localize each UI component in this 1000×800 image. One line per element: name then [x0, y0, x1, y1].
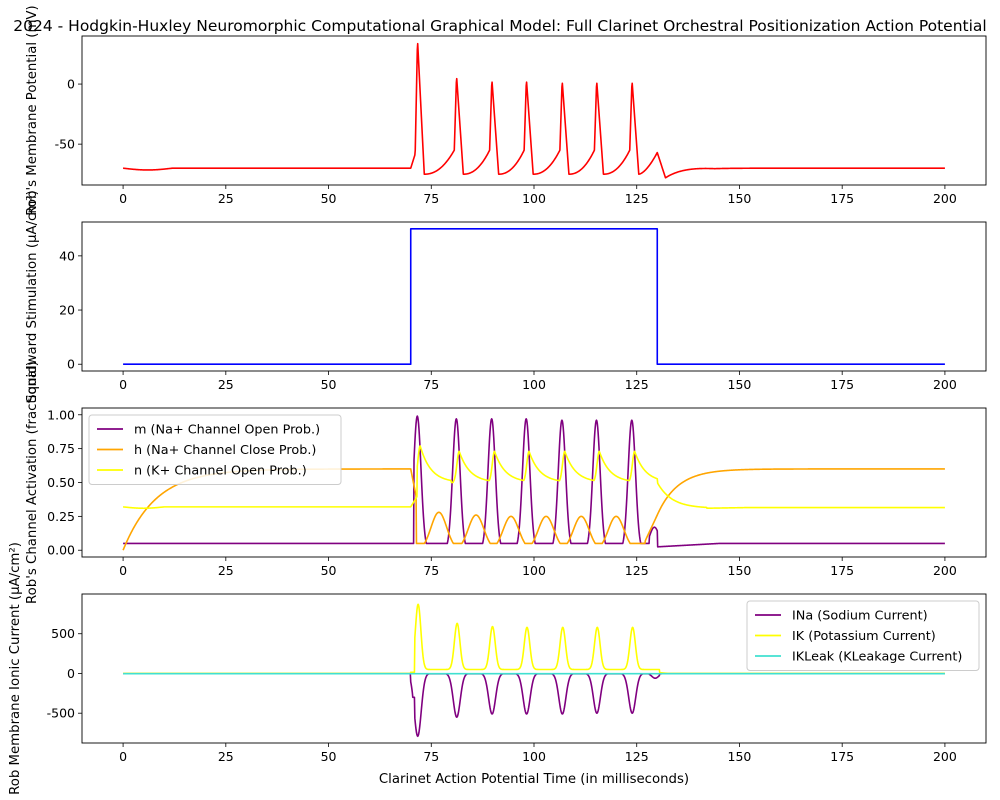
x-tick-label: 150	[728, 377, 752, 392]
plot-area	[122, 42, 946, 179]
x-tick-label: 100	[522, 191, 546, 206]
panel-2: 0 25 50 75 100 125 150 175 200 0 20 40 Squidward Sti…	[25, 190, 987, 403]
x-tick-label: 175	[830, 191, 854, 206]
x-tick-label: 0	[119, 191, 127, 206]
legend-entry: INa (Sodium Current)	[792, 609, 928, 624]
x-tick-label: 175	[830, 749, 854, 764]
x-tick-label: 175	[830, 563, 854, 578]
axes-frame	[81, 407, 987, 558]
y-axis-label: Rob's Membrane Potential (mV)	[25, 5, 40, 215]
x-tick-label: 150	[728, 191, 752, 206]
y-tick-label: 0	[67, 666, 75, 681]
legend-entry: m (Na+ Channel Open Prob.)	[134, 423, 320, 438]
x-tick-label: 75	[423, 191, 439, 206]
x-tick-label: 100	[522, 377, 546, 392]
x-tick-label: 75	[423, 749, 439, 764]
x-tick-label: 25	[218, 377, 234, 392]
legend-box	[88, 414, 342, 485]
y-tick-label: 500	[51, 626, 75, 641]
legend-entry: IK (Potassium Current)	[792, 629, 936, 644]
x-tick-label: 200	[933, 377, 957, 392]
x-tick-label: 75	[423, 563, 439, 578]
y-tick-label: -500	[47, 706, 75, 721]
x-tick-label: 25	[218, 749, 234, 764]
axes-ticks: 0 25 50 75 100 125 150 175 200 -50 0	[55, 77, 957, 206]
axes-frame	[81, 35, 987, 186]
x-tick-label: 0	[119, 563, 127, 578]
x-tick-label: 150	[728, 563, 752, 578]
series-line-trace	[122, 42, 946, 179]
y-tick-label: 0	[67, 77, 75, 92]
y-axis-label: Rob's Channel Activation (fractional)	[25, 361, 40, 604]
x-tick-label: 0	[119, 749, 127, 764]
x-tick-label: 200	[933, 191, 957, 206]
x-tick-label: 175	[830, 377, 854, 392]
axes-ticks: 0 25 50 75 100 125 150 175 200 0.00 0.25 0.50 0.75 1.…	[47, 407, 957, 578]
y-tick-label: 0.50	[47, 475, 75, 490]
x-tick-label: 25	[218, 191, 234, 206]
x-tick-label: 25	[218, 563, 234, 578]
y-axis-label: Squidward Stimulation (μA/cm²)	[25, 190, 40, 403]
y-tick-label: 0.75	[47, 441, 75, 456]
y-tick-label: 0.00	[47, 543, 75, 558]
x-tick-label: 100	[522, 563, 546, 578]
series-line-trace	[123, 227, 945, 366]
legend: m (Na+ Channel Open Prob.) h (Na+ Channel…	[88, 414, 342, 485]
plot-area	[122, 603, 946, 738]
x-tick-label: 125	[625, 749, 649, 764]
x-tick-label: 50	[321, 749, 337, 764]
panel-1: 0 25 50 75 100 125 150 175 200 -50 0 Rob's Membrane…	[25, 5, 987, 216]
x-tick-label: 200	[933, 749, 957, 764]
y-tick-label: 0	[67, 357, 75, 372]
x-tick-label: 50	[321, 563, 337, 578]
legend-box	[746, 600, 980, 671]
x-tick-label: 150	[728, 749, 752, 764]
panel-3: 0 25 50 75 100 125 150 175 200 0.00 0.25 0.50 0.75 1.…	[25, 361, 987, 604]
x-tick-label: 0	[119, 377, 127, 392]
series-line-m	[122, 415, 946, 548]
x-tick-label: 75	[423, 377, 439, 392]
legend: INa (Sodium Current) IK (Potassium Curren…	[746, 600, 980, 671]
legend-entry: n (K+ Channel Open Prob.)	[134, 464, 307, 479]
x-tick-label: 125	[625, 377, 649, 392]
series-line-n	[122, 445, 946, 510]
x-tick-label: 50	[321, 191, 337, 206]
axes-ticks: 0 25 50 75 100 125 150 175 200 -500 0 500	[47, 626, 957, 764]
x-tick-label: 100	[522, 749, 546, 764]
y-tick-label: 1.00	[47, 407, 75, 422]
axes-ticks: 0 25 50 75 100 125 150 175 200 0 20 40	[59, 248, 957, 392]
series-line-ina	[122, 672, 946, 738]
axes-frame	[81, 593, 987, 744]
figure-title: 2024 - Hodgkin-Huxley Neuromorphic Compu…	[13, 17, 986, 35]
x-tick-label: 125	[625, 191, 649, 206]
y-axis-label: Rob Membrane Ionic Current (μA/cm²)	[8, 542, 23, 795]
axes-frame	[81, 221, 987, 372]
plot-area	[123, 227, 945, 366]
legend-entry: IKLeak (KLeakage Current)	[792, 650, 962, 665]
y-tick-label: 0.25	[47, 509, 75, 524]
legend-entry: h (Na+ Channel Close Prob.)	[134, 443, 316, 458]
x-axis-label: Clarinet Action Potential Time (in milli…	[379, 772, 689, 787]
x-tick-label: 200	[933, 563, 957, 578]
y-tick-label: 20	[59, 303, 75, 318]
y-tick-label: 40	[59, 248, 75, 263]
y-tick-label: -50	[55, 137, 75, 152]
x-tick-label: 125	[625, 563, 649, 578]
x-tick-label: 50	[321, 377, 337, 392]
